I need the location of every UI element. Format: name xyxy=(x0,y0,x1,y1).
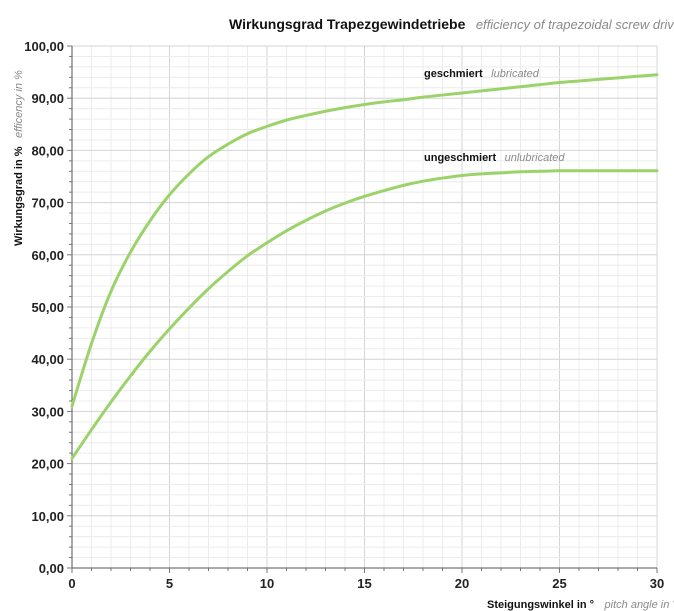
x-tick-label: 10 xyxy=(260,576,274,591)
y-axis-label-sub: efficency in % xyxy=(13,70,25,138)
y-tick-label: 10,00 xyxy=(31,509,64,524)
series-label-unlubricated: ungeschmiert unlubricated xyxy=(424,148,565,165)
y-tick-label: 0,00 xyxy=(39,561,64,576)
y-tick-label: 80,00 xyxy=(31,143,64,158)
y-tick-label: 60,00 xyxy=(31,248,64,263)
tick-labels: 0 5 10 15 20 25 30 0,00 10,00 20,00 30,00 40,00 50,0… xyxy=(24,39,664,591)
y-axis-label-main: Wirkungsgrad in % xyxy=(13,146,25,246)
series-label-lubricated-en: lubricated xyxy=(491,68,540,80)
x-tick-label: 25 xyxy=(552,576,566,591)
y-tick-label: 40,00 xyxy=(31,352,64,367)
x-axis-label-main: Steigungswinkel in ° xyxy=(487,599,594,611)
x-tick-label: 30 xyxy=(650,576,664,591)
y-tick-label: 30,00 xyxy=(31,404,64,419)
y-tick-label: 100,00 xyxy=(24,39,64,54)
y-tick-label: 20,00 xyxy=(31,457,64,472)
series-label-lubricated: geschmiert lubricated xyxy=(424,64,540,81)
chart-title: Wirkungsgrad Trapezgewindetriebe efficie… xyxy=(229,16,674,33)
axes xyxy=(67,45,658,573)
x-tick-label: 20 xyxy=(455,576,469,591)
x-axis-label-sub: pitch angle in ° xyxy=(604,599,674,611)
x-tick-label: 5 xyxy=(166,576,173,591)
series-line-lubricated xyxy=(70,73,659,408)
y-tick-label: 90,00 xyxy=(31,91,64,106)
series-line-unlubricated xyxy=(70,169,659,460)
x-tick-label: 0 xyxy=(68,576,75,591)
series-label-lubricated-de: geschmiert xyxy=(424,68,483,80)
y-tick-label: 50,00 xyxy=(31,300,64,315)
series-label-unlubricated-de: ungeschmiert xyxy=(424,152,496,164)
y-tick-label: 70,00 xyxy=(31,196,64,211)
x-tick-label: 15 xyxy=(357,576,371,591)
y-axis-label: Wirkungsgrad in % efficency in % xyxy=(9,70,26,246)
series-lines xyxy=(70,73,659,460)
chart-title-main: Wirkungsgrad Trapezgewindetriebe xyxy=(229,16,466,32)
x-axis-label: Steigungswinkel in ° pitch angle in ° xyxy=(487,595,674,611)
grid xyxy=(71,45,658,569)
chart-title-sub: efficiency of trapezoidal screw drives xyxy=(476,17,674,32)
series-label-unlubricated-en: unlubricated xyxy=(505,152,566,164)
